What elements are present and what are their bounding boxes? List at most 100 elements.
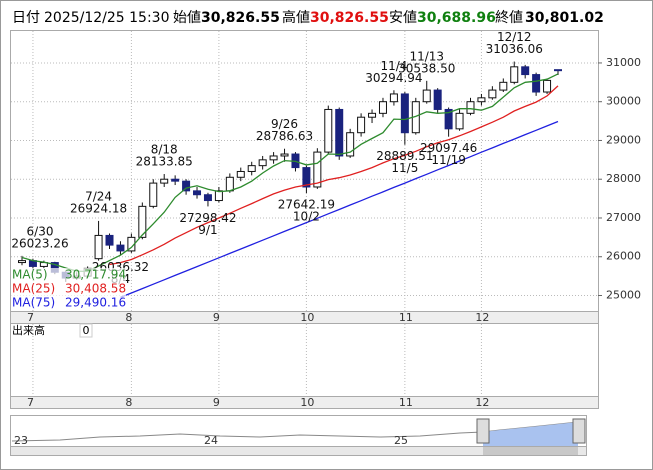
candle-body [368,112,377,118]
y-tick-label: 28000 [606,172,641,185]
annotation-value: 30294.94 [365,71,422,85]
legend-box [11,268,126,310]
candle-body [455,112,464,130]
field-value: 30,688.96 [417,10,496,26]
candle-body [346,132,355,157]
legend-value: 30,408.58 [65,282,126,296]
candle-body [532,74,541,93]
field-value: 30,826.55 [201,10,280,26]
candle-body [543,79,552,93]
volume-panel [10,323,599,397]
ma-line [120,120,559,299]
field-value: 30,826.55 [310,10,389,26]
annotation-date: 11/4 [380,59,407,73]
annotation-value: 26023.26 [11,236,68,250]
candle-body [203,194,212,202]
y-tick-label: 27000 [606,211,641,224]
datetime: 2025/12/25 15:30 [44,10,170,26]
candle-body [510,66,519,83]
annotation-date: 8/18 [151,143,178,157]
navigator-handle[interactable] [572,418,586,444]
legend-value: 30,717.94 [65,268,126,282]
candle-body [236,170,245,178]
annotation-value: 30538.50 [398,61,455,75]
annotation-date: 9/1 [198,223,217,237]
annotation-value: 28889.51 [376,149,433,163]
candle-body [214,190,223,202]
x-tick-label: 10 [300,311,314,324]
candle-body [313,151,322,188]
ma-line [21,73,559,273]
candle-body [521,66,530,76]
x-tick-label: 10 [300,396,314,409]
x-tick-label: 9 [213,311,220,324]
legend-name: MA(5) [12,268,48,282]
annotation-date: 9/26 [271,117,298,131]
x-axis-band [10,396,599,409]
field-label: 高値 [282,9,310,26]
annotation-date: 11/19 [431,153,466,167]
navigator-selection[interactable] [483,422,578,446]
annotation-value: 31036.06 [486,42,543,56]
candle-body [105,234,114,246]
x-tick-label: 12 [475,311,489,324]
scrollbar[interactable] [10,446,587,456]
candle-body [335,108,344,157]
x-tick-label: 8 [125,396,132,409]
candle-body [357,116,366,134]
annotation-date: 12/12 [497,30,532,44]
x-tick-label: 11 [399,396,413,409]
annotation-date: 6/30 [27,224,54,238]
candle-body [444,108,453,130]
ma-line [109,85,559,266]
candle-body [389,93,398,103]
candle-body [18,260,26,264]
annotation-value: 26924.18 [70,201,127,215]
navigator-label: 25 [394,434,408,447]
y-tick-label: 31000 [606,56,641,69]
annotation-date: 7/24 [85,189,112,203]
navigator-label: 23 [14,434,28,447]
field-label: 始値 [173,10,201,26]
candle-body [269,155,278,161]
annotation-value: 28133.85 [136,155,193,169]
annotation-date: 11/5 [391,161,418,175]
navigator-handle[interactable] [476,418,490,444]
annotation-value: 27298.42 [179,211,236,225]
x-tick-label: 11 [399,311,413,324]
x-tick-label: 9 [213,396,220,409]
candle-body [149,182,158,207]
scroll-thumb[interactable] [483,447,578,455]
y-tick-label: 29000 [606,133,641,146]
legend-name: MA(75) [12,296,55,310]
volume-box [79,323,93,338]
y-tick-label: 26000 [606,250,641,263]
candle-body [171,178,180,182]
field-value: 30,801.02 [525,10,604,26]
y-tick-label: 30000 [606,95,641,108]
annotation-date: 11/13 [409,49,444,63]
candle-body [225,176,234,192]
candle-body [94,234,103,260]
legend-value: 29,490.16 [65,296,126,310]
candle-body [182,180,191,192]
legend-name: MA(25) [12,282,55,296]
field-label: 終値 [495,10,523,26]
candle-body [400,93,409,134]
candle-body [422,89,431,103]
candle-body [280,153,289,157]
candle-body [138,205,147,238]
candle-body [466,101,475,114]
candle-body [433,89,442,110]
candle-body [258,159,267,167]
annotation-date: 10/2 [293,210,320,224]
field-label: 安値 [389,10,417,26]
candle-body [302,167,311,188]
navigator-label: 24 [204,434,218,447]
candle-body [324,108,333,153]
candle-body [247,165,256,172]
plot [18,61,562,299]
date-label: 日付 [12,10,40,26]
candle-body [193,190,202,196]
